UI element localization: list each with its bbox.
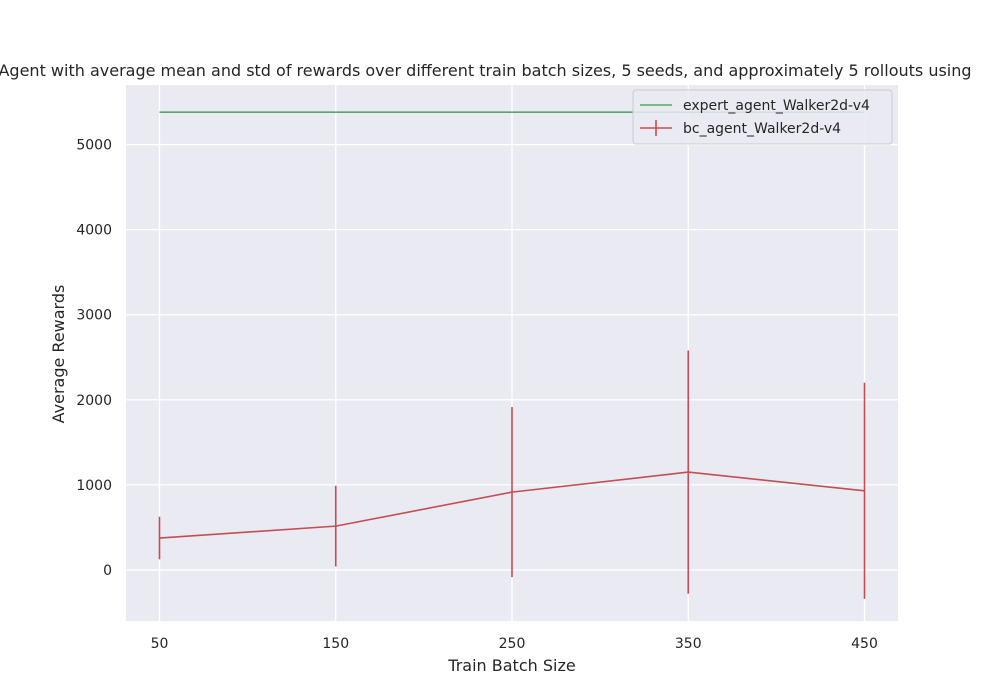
y-tick-label: 1000 xyxy=(76,478,112,494)
x-tick-label: 450 xyxy=(851,636,878,652)
x-tick-label: 350 xyxy=(675,636,702,652)
series-1 xyxy=(158,350,866,599)
legend-box xyxy=(632,89,893,145)
x-tick-label: 50 xyxy=(151,636,169,652)
x-tick-label: 150 xyxy=(322,636,349,652)
y-tick-label: 0 xyxy=(103,563,112,579)
y-tick-label: 3000 xyxy=(76,308,112,324)
y-tick-labels: 0 1000 2000 3000 4000 5000 xyxy=(76,138,112,579)
y-tick-label: 2000 xyxy=(76,393,112,409)
y-tick-label: 5000 xyxy=(76,138,112,154)
legend: expert_agent_Walker2d-v4 bc_agent_Walker2… xyxy=(632,89,893,145)
y-axis-label: Average Rewards xyxy=(49,285,68,424)
chart-title: Agent with average mean and std of rewar… xyxy=(0,61,972,80)
x-tick-label: 250 xyxy=(499,636,526,652)
x-axis-label: Train Batch Size xyxy=(447,656,575,675)
x-tick-labels: 50 150 250 350 450 xyxy=(151,636,878,652)
y-tick-label: 4000 xyxy=(76,223,112,239)
legend-label: bc_agent_Walker2d-v4 xyxy=(683,121,841,137)
legend-label: expert_agent_Walker2d-v4 xyxy=(683,98,870,114)
